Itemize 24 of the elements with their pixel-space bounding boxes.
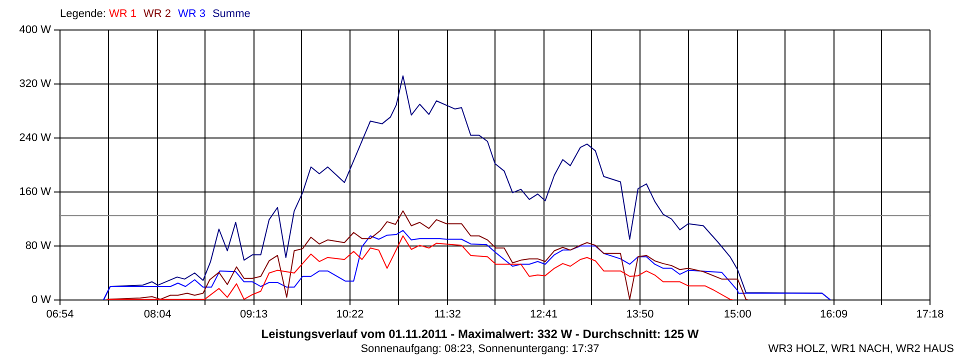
legend-title: Legende: — [60, 8, 106, 20]
text: Leistungsverlauf vom 01.11.2011 - Maximalwert: 332 W - Durchschnitt: 125 W — [260, 327, 700, 341]
y-tick-label: 80 W — [25, 240, 52, 252]
text: WR 2 — [143, 8, 171, 20]
y-tick-label: 160 W — [19, 186, 52, 198]
text: WR 1 — [108, 8, 136, 20]
text: WR3 HOLZ, WR1 NACH, WR2 HAUS — [768, 343, 954, 355]
x-tick-label: 10:22 — [336, 308, 364, 321]
x-tick-label: 15:00 — [724, 308, 752, 321]
x-tick-label: 12:41 — [530, 308, 558, 321]
y-tick-label: 320 W — [19, 78, 52, 90]
x-tick-label: 09:13 — [240, 308, 268, 321]
text: Summe — [212, 8, 250, 20]
x-tick-label: 16:09 — [820, 308, 848, 321]
text: WR 3 — [178, 8, 206, 20]
y-tick-label: 400 W — [19, 24, 52, 36]
y-tick-label: 0 W — [31, 294, 52, 306]
y-tick-label: 240 W — [19, 132, 52, 144]
text: Sonnenaufgang: 08:23, Sonnenuntergang: 17:37 — [360, 343, 600, 355]
x-tick-label: 11:32 — [434, 308, 461, 321]
x-tick-label: 17:18 — [916, 308, 944, 321]
x-tick-label: 13:50 — [626, 308, 654, 321]
x-tick-label: 06:54 — [46, 308, 74, 321]
x-tick-label: 08:04 — [144, 308, 172, 321]
